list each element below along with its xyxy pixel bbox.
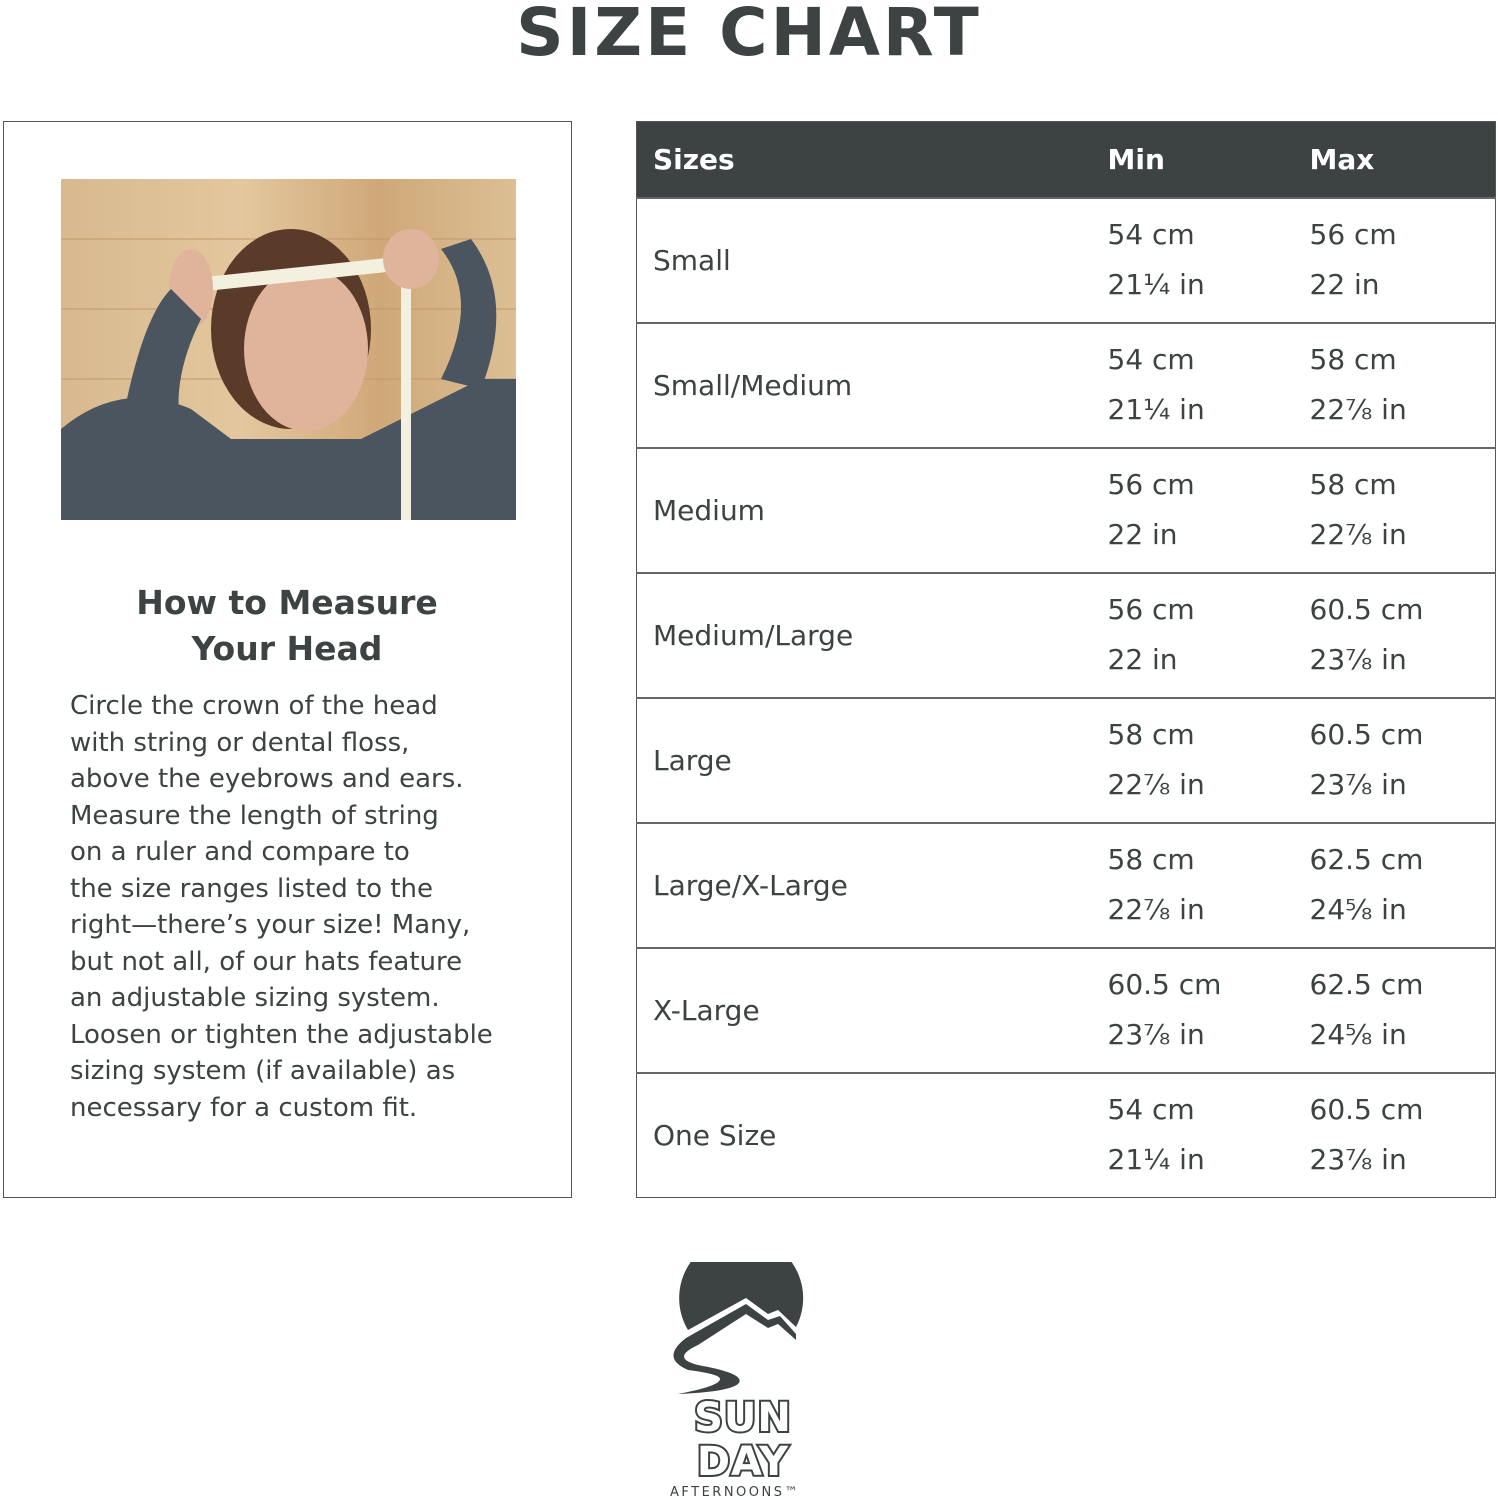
size-name: Small	[636, 196, 1092, 323]
max-in: 24⅝ in	[1309, 1018, 1407, 1051]
max-cm: 60.5 cm	[1309, 718, 1424, 751]
max-cell: 60.5 cm 23⅞ in	[1293, 696, 1496, 823]
max-in: 23⅞ in	[1309, 1143, 1407, 1177]
table-header-row: Sizes Min Max	[636, 121, 1496, 198]
logo-text-sun: SUN	[692, 1394, 793, 1442]
max-cell: 58 cm 22⅞ in	[1293, 446, 1496, 573]
max-cell: 58 cm 22⅞ in	[1293, 321, 1496, 448]
header-max: Max	[1293, 121, 1496, 198]
max-cell: 62.5 cm 24⅝ in	[1293, 821, 1496, 948]
min-in: 22⅞ in	[1107, 893, 1205, 926]
max-cm: 60.5 cm	[1309, 593, 1424, 626]
min-cell: 56 cm 22 in	[1091, 446, 1294, 573]
sunday-afternoons-logo: SUN DAY AFTERNOONS™	[668, 1262, 833, 1500]
min-cm: 60.5 cm	[1107, 968, 1222, 1001]
min-cm: 54 cm	[1107, 218, 1195, 251]
min-cell: 60.5 cm 23⅞ in	[1091, 946, 1294, 1073]
table-row: Medium 56 cm 22 in 58 cm 22⅞ in	[636, 446, 1496, 573]
min-in: 22⅞ in	[1107, 768, 1205, 801]
how-to-measure-panel: How to Measure Your Head Circle the crow…	[3, 121, 572, 1198]
max-cm: 60.5 cm	[1309, 1093, 1424, 1127]
table-row: X-Large 60.5 cm 23⅞ in 62.5 cm 24⅝ in	[636, 946, 1496, 1073]
table-row: One Size 54 cm 21¼ in 60.5 cm 23⅞ in	[636, 1071, 1496, 1198]
how-to-measure-heading: How to Measure Your Head	[4, 580, 570, 672]
min-cm: 56 cm	[1107, 593, 1195, 626]
text-line: the size ranges listed to the	[70, 873, 434, 904]
text-line: right—there’s your size! Many,	[70, 910, 471, 940]
size-name: One Size	[636, 1071, 1092, 1198]
heading-line: How to Measure	[136, 583, 438, 622]
min-cell: 56 cm 22 in	[1091, 571, 1294, 698]
min-in: 21¼ in	[1107, 1143, 1205, 1177]
min-in: 21¼ in	[1107, 268, 1205, 301]
min-cm: 54 cm	[1107, 343, 1195, 376]
max-cm: 62.5 cm	[1309, 843, 1424, 876]
max-cell: 62.5 cm 24⅝ in	[1293, 946, 1496, 1073]
logo-text-afternoons: AFTERNOONS™	[670, 1485, 800, 1500]
text-line: necessary for a custom fit.	[70, 1092, 418, 1123]
max-cm: 58 cm	[1309, 468, 1397, 501]
min-cell: 54 cm 21¼ in	[1091, 321, 1294, 448]
max-cell: 60.5 cm 23⅞ in	[1293, 1071, 1496, 1198]
table-row: Small 54 cm 21¼ in 56 cm 22 in	[636, 196, 1496, 323]
text-line: but not all, of our hats feature	[70, 946, 463, 977]
text-line: above the eyebrows and ears.	[70, 764, 464, 794]
measuring-head-photo	[61, 179, 516, 520]
min-cell: 58 cm 22⅞ in	[1091, 821, 1294, 948]
max-in: 23⅞ in	[1309, 768, 1407, 801]
sun-mountain-road-icon	[673, 1262, 804, 1394]
min-in: 21¼ in	[1107, 393, 1205, 426]
max-in: 22⅞ in	[1309, 393, 1407, 426]
size-name: Large	[636, 696, 1092, 823]
max-in: 22 in	[1309, 268, 1380, 301]
min-cm: 58 cm	[1107, 843, 1195, 876]
heading-line: Your Head	[191, 629, 383, 668]
min-cm: 54 cm	[1107, 1093, 1195, 1127]
min-in: 22 in	[1107, 643, 1178, 676]
min-in: 22 in	[1107, 518, 1178, 551]
text-line: an adjustable sizing system.	[70, 983, 440, 1013]
max-in: 24⅝ in	[1309, 893, 1407, 926]
min-in: 23⅞ in	[1107, 1018, 1205, 1051]
size-name: X-Large	[636, 946, 1092, 1073]
header-sizes: Sizes	[636, 121, 1092, 198]
min-cell: 54 cm 21¼ in	[1091, 196, 1294, 323]
table-row: Small/Medium 54 cm 21¼ in 58 cm 22⅞ in	[636, 321, 1496, 448]
max-cell: 56 cm 22 in	[1293, 196, 1496, 323]
text-line: on a ruler and compare to	[70, 837, 410, 867]
text-line: sizing system (if available) as	[70, 1056, 456, 1086]
min-cell: 58 cm 22⅞ in	[1091, 696, 1294, 823]
max-cell: 60.5 cm 23⅞ in	[1293, 571, 1496, 698]
text-line: with string or dental floss,	[70, 727, 410, 758]
size-table: Sizes Min Max Small 54 cm 21¼ in 56 cm 22 in…	[636, 121, 1496, 1198]
text-line: Circle the crown of the head	[70, 691, 438, 721]
max-cm: 62.5 cm	[1309, 968, 1424, 1001]
size-name: Medium	[636, 446, 1092, 573]
min-cm: 56 cm	[1107, 468, 1195, 501]
table-row: Large 58 cm 22⅞ in 60.5 cm 23⅞ in	[636, 696, 1496, 823]
page-title: SIZE CHART	[516, 0, 982, 71]
size-name: Small/Medium	[636, 321, 1092, 448]
table-row: Medium/Large 56 cm 22 in 60.5 cm 23⅞ in	[636, 571, 1496, 698]
table-row: Large/X-Large 58 cm 22⅞ in 62.5 cm 24⅝ in	[636, 821, 1496, 948]
max-in: 22⅞ in	[1309, 518, 1407, 551]
max-cm: 56 cm	[1309, 218, 1397, 251]
max-in: 23⅞ in	[1309, 643, 1407, 676]
header-min: Min	[1091, 121, 1294, 198]
min-cm: 58 cm	[1107, 718, 1195, 751]
text-line: Loosen or tighten the adjustable	[70, 1019, 493, 1050]
min-cell: 54 cm 21¼ in	[1091, 1071, 1294, 1198]
max-cm: 58 cm	[1309, 343, 1397, 376]
logo-text-day: DAY	[695, 1438, 790, 1486]
size-name: Medium/Large	[636, 571, 1092, 698]
how-to-measure-text: Circle the crown of the head with string…	[70, 688, 550, 1126]
text-line: Measure the length of string	[70, 800, 439, 831]
size-name: Large/X-Large	[636, 821, 1092, 948]
